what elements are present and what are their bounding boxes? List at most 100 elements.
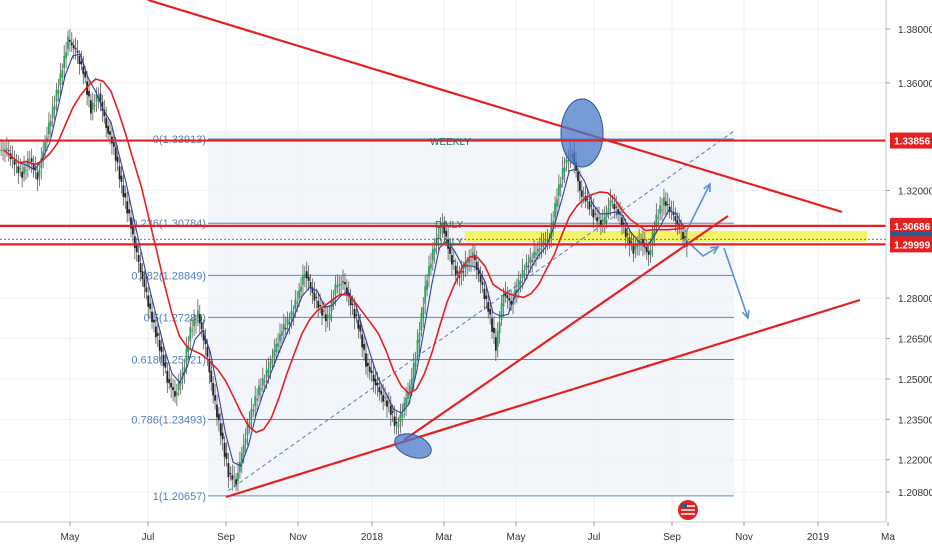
candle-body [649, 249, 652, 256]
candle-body [174, 391, 176, 397]
candle-body [63, 56, 66, 69]
candle-body [361, 334, 364, 348]
candle-body [342, 280, 344, 284]
candle-body [454, 265, 457, 275]
candle-body [349, 298, 352, 306]
candle-body [338, 284, 341, 287]
candle-body [588, 201, 591, 210]
candle-body [290, 310, 293, 320]
candle-body [590, 205, 593, 207]
candle-body [90, 100, 92, 114]
candle-body [51, 107, 54, 118]
candle-body [271, 358, 274, 363]
candle-body [273, 350, 276, 358]
candle-body [74, 47, 77, 50]
candle-body [309, 282, 312, 288]
candle-body [107, 125, 110, 134]
price-tick-label: 1.32000 [898, 187, 932, 198]
candle-body [504, 292, 507, 297]
descending-trendline [147, 0, 843, 214]
price-tick-label: 1.28000 [898, 294, 932, 305]
candle-body [114, 147, 117, 161]
candle-body [435, 239, 438, 245]
candle-body [198, 314, 201, 324]
candle-body [183, 366, 186, 374]
candle-body [336, 285, 339, 288]
candle-body [332, 298, 335, 304]
candle-body [292, 312, 295, 315]
candle-body [93, 104, 96, 106]
candle-body [13, 160, 16, 165]
candle-body [418, 332, 421, 343]
candle-body [260, 388, 262, 390]
candle-body [99, 93, 102, 102]
candle-body [151, 311, 153, 323]
candle-body [563, 167, 566, 172]
candle-body [508, 298, 511, 301]
candle-body [334, 283, 337, 296]
candle-body [647, 251, 650, 255]
timeframe-label: DAILY [435, 237, 463, 248]
candle-body [535, 252, 537, 256]
candle-body [630, 241, 633, 243]
candle-body [139, 263, 142, 273]
candle-body [38, 170, 41, 178]
candle-body [67, 36, 69, 50]
candle-body [489, 308, 492, 315]
candle-body [538, 248, 541, 250]
candle-body [284, 327, 287, 329]
candle-body [353, 308, 356, 319]
candle-body [175, 392, 178, 396]
candle-body [300, 286, 302, 292]
candle-body [328, 313, 331, 320]
candle-body [240, 452, 243, 463]
candle-body [397, 423, 400, 428]
candle-body [405, 397, 407, 406]
candle-body [653, 230, 656, 237]
candle-body [223, 442, 226, 457]
candle-body [414, 357, 417, 367]
time-tick-label: 2018 [361, 532, 384, 543]
candle-body [550, 224, 553, 239]
candle-body [548, 239, 551, 241]
candle-body [153, 319, 155, 323]
candle-body [632, 245, 635, 254]
candle-body [160, 346, 163, 353]
candle-body [500, 303, 503, 320]
price-tag-label: 1.30686 [894, 222, 931, 233]
candle-body [344, 282, 346, 285]
candle-body [622, 222, 625, 225]
candle-body [470, 259, 472, 261]
candle-body [166, 370, 169, 383]
slow-moving-average [3, 78, 685, 434]
candle-body [288, 322, 291, 324]
price-tag-label: 1.33856 [894, 137, 931, 148]
timeframe-label: WEEKLY [430, 137, 471, 148]
candle-body [368, 366, 371, 373]
candle-body [225, 452, 228, 460]
candle-body [552, 221, 555, 229]
candle-body [315, 296, 318, 298]
candle-body [567, 160, 570, 162]
candle-body [137, 255, 140, 262]
candle-body [42, 151, 45, 160]
candle-body [487, 302, 490, 312]
candle-body [378, 387, 381, 393]
candle-body [185, 348, 188, 363]
candle-body [120, 175, 123, 182]
candle-body [246, 424, 249, 436]
candle-body [242, 444, 245, 453]
candle-body [302, 275, 304, 285]
candle-body [468, 258, 471, 264]
candle-body [363, 343, 365, 350]
candle-body [25, 169, 27, 171]
candle-body [477, 268, 480, 275]
candle-body [466, 264, 469, 266]
candle-body [36, 172, 39, 180]
candle-body [380, 391, 383, 395]
candle-body [286, 318, 289, 326]
candle-body [384, 396, 386, 398]
lower-ascending-trendline [225, 298, 861, 499]
price-tag [890, 132, 932, 149]
low-touch-ellipse [394, 433, 432, 459]
